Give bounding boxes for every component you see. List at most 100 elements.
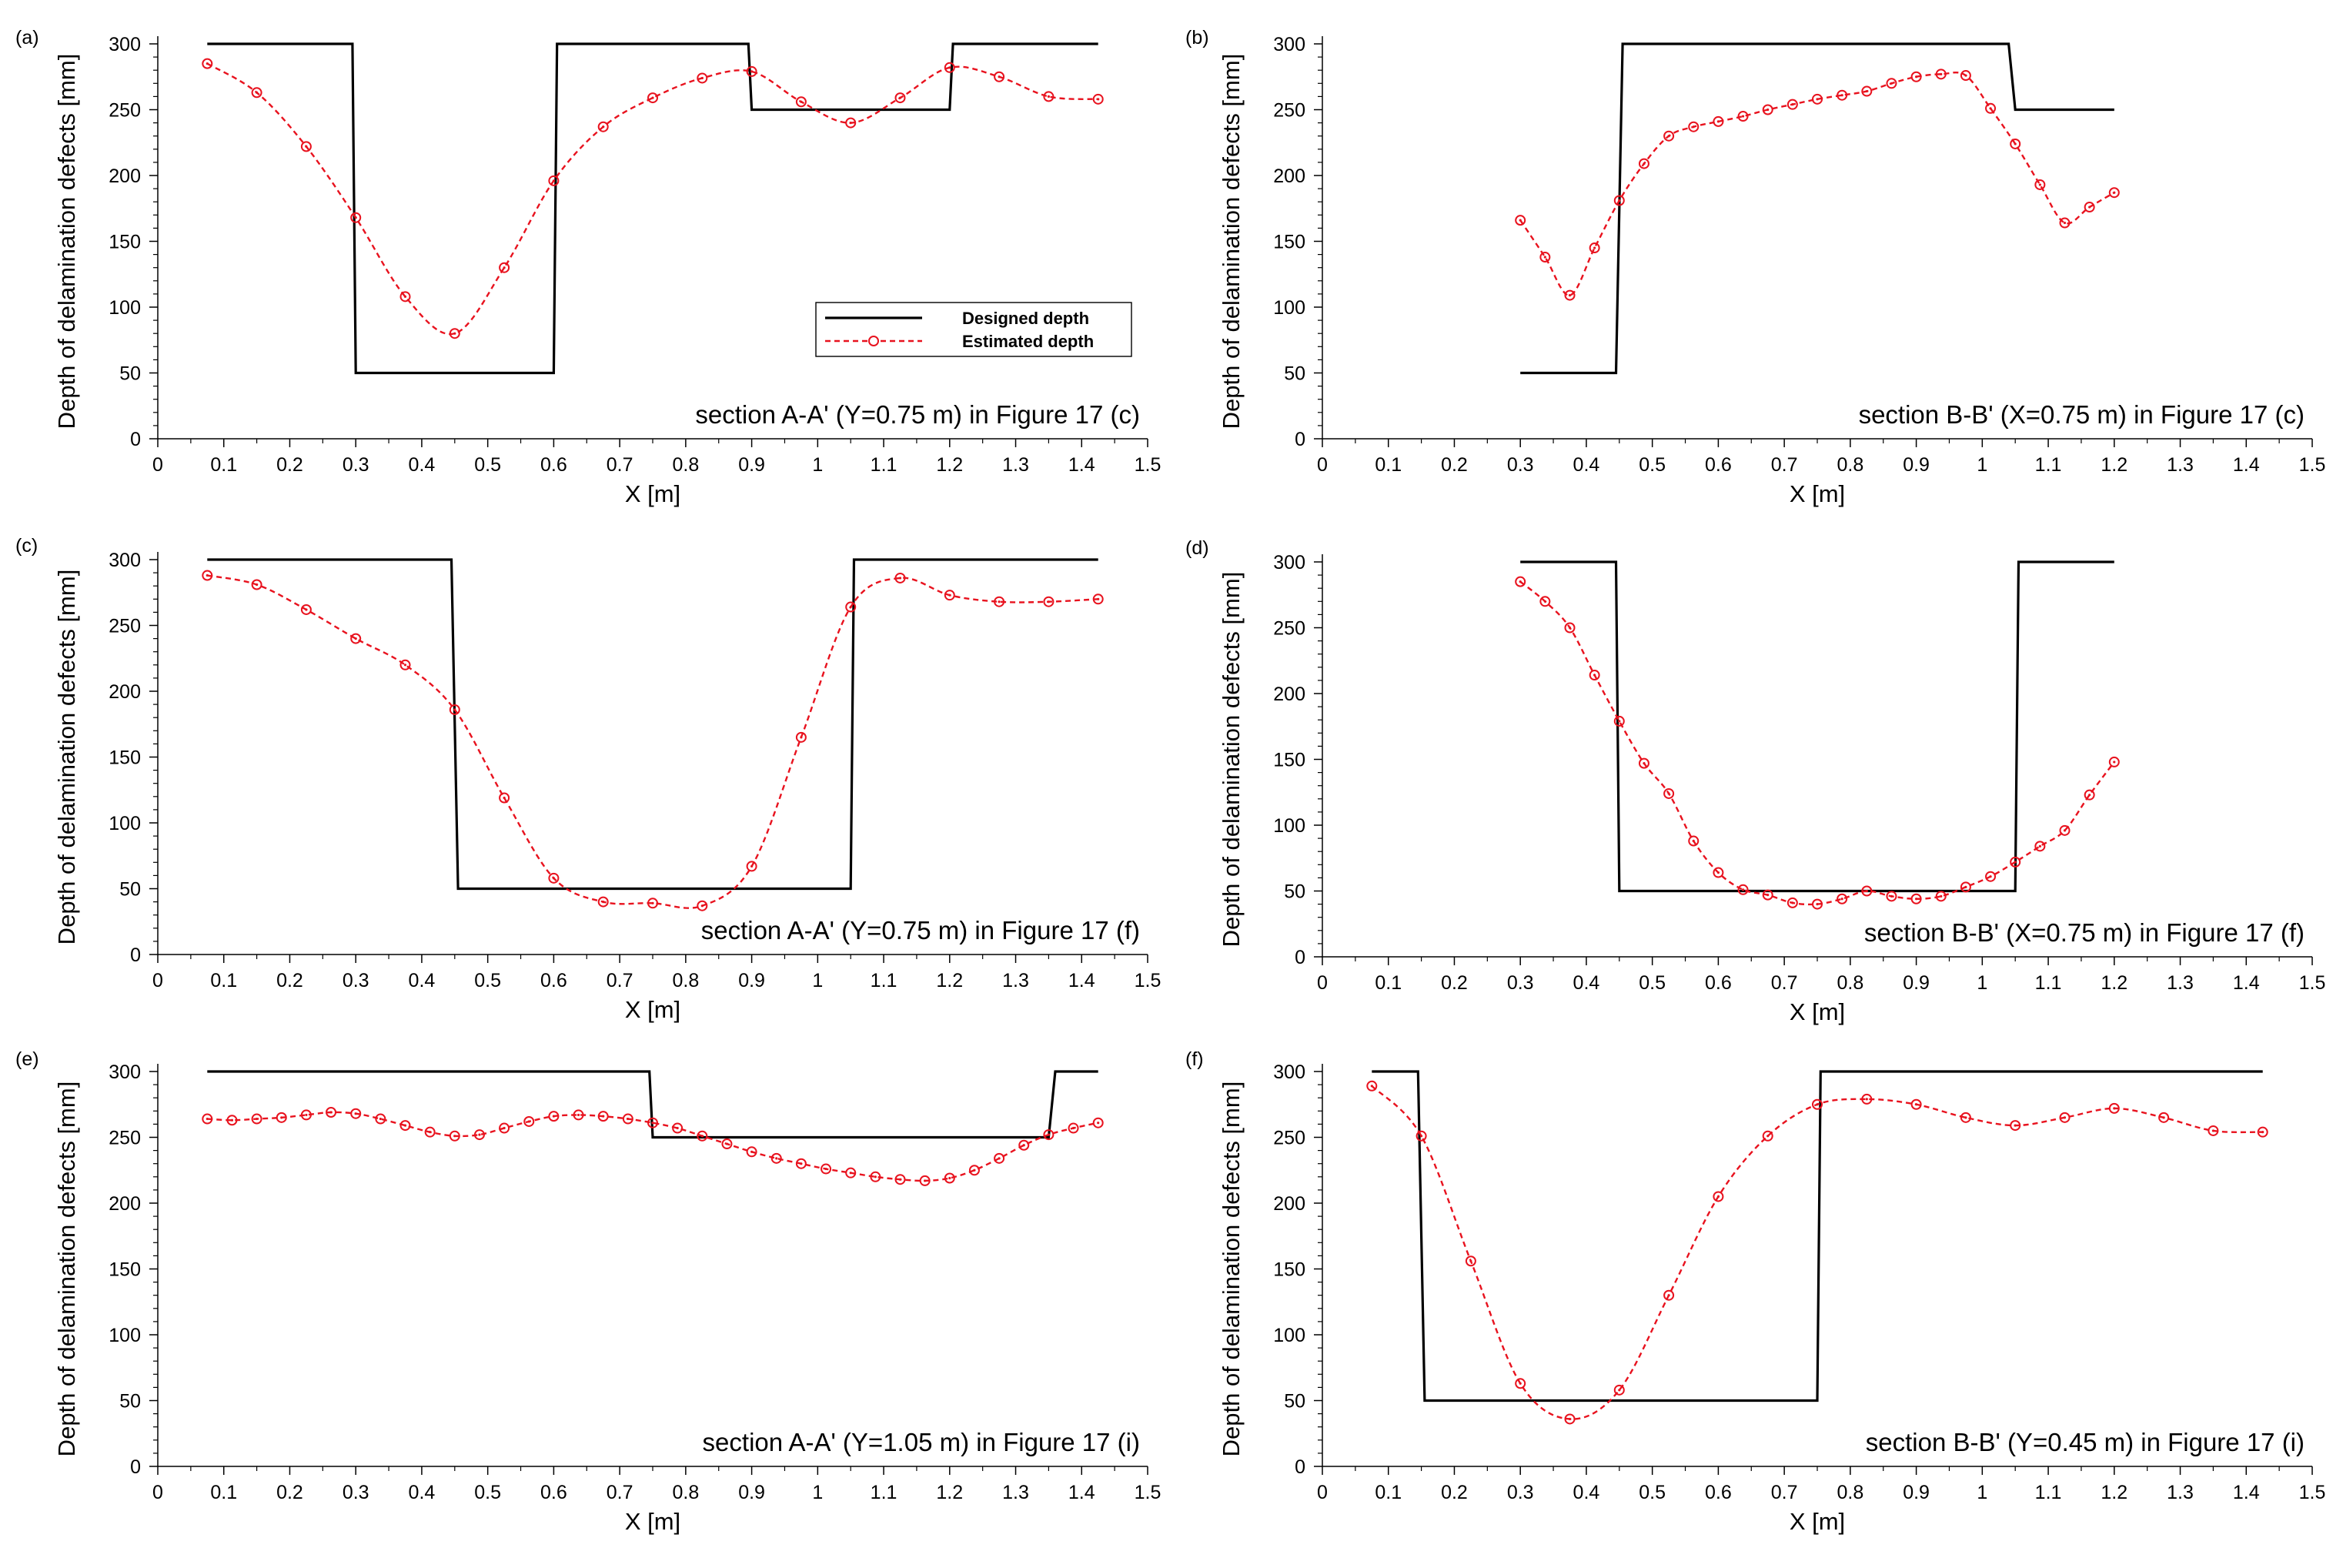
estimated-depth-point-center <box>552 179 556 182</box>
estimated-depth-point-center <box>2113 191 2116 194</box>
estimated-depth-point <box>251 87 262 99</box>
estimated-depth-point <box>697 72 708 84</box>
estimated-depth-point <box>300 603 312 615</box>
estimated-depth-point <box>1713 115 1724 127</box>
estimated-depth-point <box>300 1109 312 1121</box>
x-tick-label: 1.2 <box>2101 1482 2127 1503</box>
estimated-depth-point <box>1539 596 1551 607</box>
estimated-depth-point <box>1515 1378 1526 1389</box>
estimated-depth-point-center <box>775 1157 778 1160</box>
estimated-depth-point <box>597 896 609 908</box>
estimated-depth-point <box>2108 756 2120 767</box>
legend-estimated-label: Estimated depth <box>962 332 1094 351</box>
estimated-depth-point-center <box>403 664 407 667</box>
chart-panel-1: (a) 0 0.1 0.2 0.3 0.4 0.5 0.6 0.7 0.8 0.9 1 1.1 1.2 1.… <box>15 27 1161 507</box>
estimated-depth-point-center <box>1766 108 1770 112</box>
x-tick-label: 0.7 <box>1771 454 1798 476</box>
estimated-depth-point <box>1762 889 1773 901</box>
estimated-depth-point-center <box>1964 1116 1967 1119</box>
estimated-depth-point <box>1786 897 1798 908</box>
estimated-depth-point-center <box>725 1142 729 1145</box>
x-tick-label: 0.8 <box>1837 972 1863 994</box>
estimated-depth-point <box>1713 867 1724 878</box>
x-tick-label: 1 <box>812 970 823 991</box>
estimated-depth-point-center <box>230 1118 234 1122</box>
x-tick-label: 0.7 <box>607 454 633 476</box>
x-tick-label: 0.8 <box>672 454 699 476</box>
estimated-depth-point <box>1812 1098 1823 1110</box>
x-tick-label: 0.3 <box>1507 1482 1534 1503</box>
x-tick-label: 1.1 <box>2035 1482 2062 1503</box>
estimated-depth-point <box>1018 1139 1030 1151</box>
estimated-depth-point <box>894 572 906 583</box>
y-tick-label: 250 <box>1273 100 1305 122</box>
estimated-depth-point <box>1812 898 1823 910</box>
estimated-depth-point-center <box>1618 720 1621 723</box>
x-axis-title: X [m] <box>1790 998 1845 1025</box>
estimated-depth-point-center <box>1370 1085 1373 1088</box>
x-tick-label: 1.1 <box>871 454 897 476</box>
x-tick-label: 0.9 <box>738 454 765 476</box>
estimated-depth-point <box>499 1122 510 1134</box>
panel-label: (c) <box>15 535 38 557</box>
y-tick-label: 150 <box>109 747 141 769</box>
estimated-depth-point <box>821 1163 832 1175</box>
estimated-depth-point <box>424 1126 436 1138</box>
estimated-depth-point <box>1415 1130 1427 1142</box>
estimated-depth-point-center <box>577 1113 580 1117</box>
y-axis-title: Depth of delamination defects [mm] <box>1218 54 1245 430</box>
estimated-depth-point-center <box>552 877 556 880</box>
x-tick-label: 1.3 <box>1002 970 1029 991</box>
y-axis-title: Depth of delamination defects [mm] <box>53 1082 80 1457</box>
section-annotation: section B-B' (X=0.75 m) in Figure 17 (c) <box>1859 400 2305 429</box>
estimated-depth-point-center <box>1047 95 1050 98</box>
estimated-depth-point-center <box>998 600 1001 603</box>
y-axis-title: Depth of delamination defects [mm] <box>53 570 80 945</box>
x-tick-label: 0.3 <box>343 454 369 476</box>
estimated-depth-point-center <box>1469 1259 1472 1262</box>
estimated-depth-point <box>944 590 955 601</box>
estimated-depth-point-center <box>800 100 803 103</box>
estimated-depth-point-center <box>256 1117 259 1121</box>
estimated-depth-point <box>1886 78 1897 89</box>
x-tick-label: 0.5 <box>1639 454 1666 476</box>
estimated-depth-point-center <box>898 577 902 580</box>
estimated-depth-point-center <box>1543 256 1546 259</box>
x-tick-label: 0.9 <box>1903 1482 1930 1503</box>
panel-label: (b) <box>1185 27 1209 48</box>
estimated-depth-point <box>399 1120 411 1132</box>
estimated-depth-point <box>746 1146 757 1158</box>
x-tick-label: 0.2 <box>1441 1482 1468 1503</box>
legend-estimated-marker <box>868 336 879 346</box>
y-tick-label: 200 <box>1273 684 1305 705</box>
estimated-depth-point <box>251 1113 262 1125</box>
y-tick-label: 200 <box>1273 1193 1305 1215</box>
estimated-depth-point-center <box>1816 98 1819 101</box>
estimated-depth-point-center <box>1890 82 1893 85</box>
x-tick-label: 1.1 <box>2035 454 2062 476</box>
estimated-depth-point <box>276 1112 287 1123</box>
estimated-depth-point-center <box>1791 103 1794 106</box>
x-tick-label: 0.5 <box>474 970 501 991</box>
y-tick-label: 200 <box>109 165 141 187</box>
estimated-depth-point <box>944 1172 955 1184</box>
x-tick-label: 1.4 <box>1068 970 1095 991</box>
x-tick-label: 1 <box>1977 454 1987 476</box>
section-annotation: section B-B' (Y=0.45 m) in Figure 17 (i) <box>1866 1428 2305 1456</box>
estimated-depth-point-center <box>379 1117 382 1121</box>
y-tick-label: 100 <box>1273 1325 1305 1346</box>
estimated-depth-point-center <box>1816 1103 1819 1106</box>
estimated-depth-point-center <box>1593 246 1596 249</box>
estimated-depth-point-center <box>2113 761 2116 764</box>
panel-label: (e) <box>15 1048 39 1070</box>
estimated-depth-point <box>746 861 757 872</box>
x-tick-label: 0 <box>1317 454 1328 476</box>
x-tick-label: 0.4 <box>409 454 436 476</box>
estimated-depth-point <box>845 601 857 613</box>
y-tick-label: 50 <box>1284 363 1305 385</box>
estimated-depth-point <box>597 121 609 132</box>
estimated-depth-point <box>1688 835 1700 847</box>
estimated-depth-point-center <box>874 1175 877 1179</box>
estimated-depth-point <box>1564 622 1576 634</box>
